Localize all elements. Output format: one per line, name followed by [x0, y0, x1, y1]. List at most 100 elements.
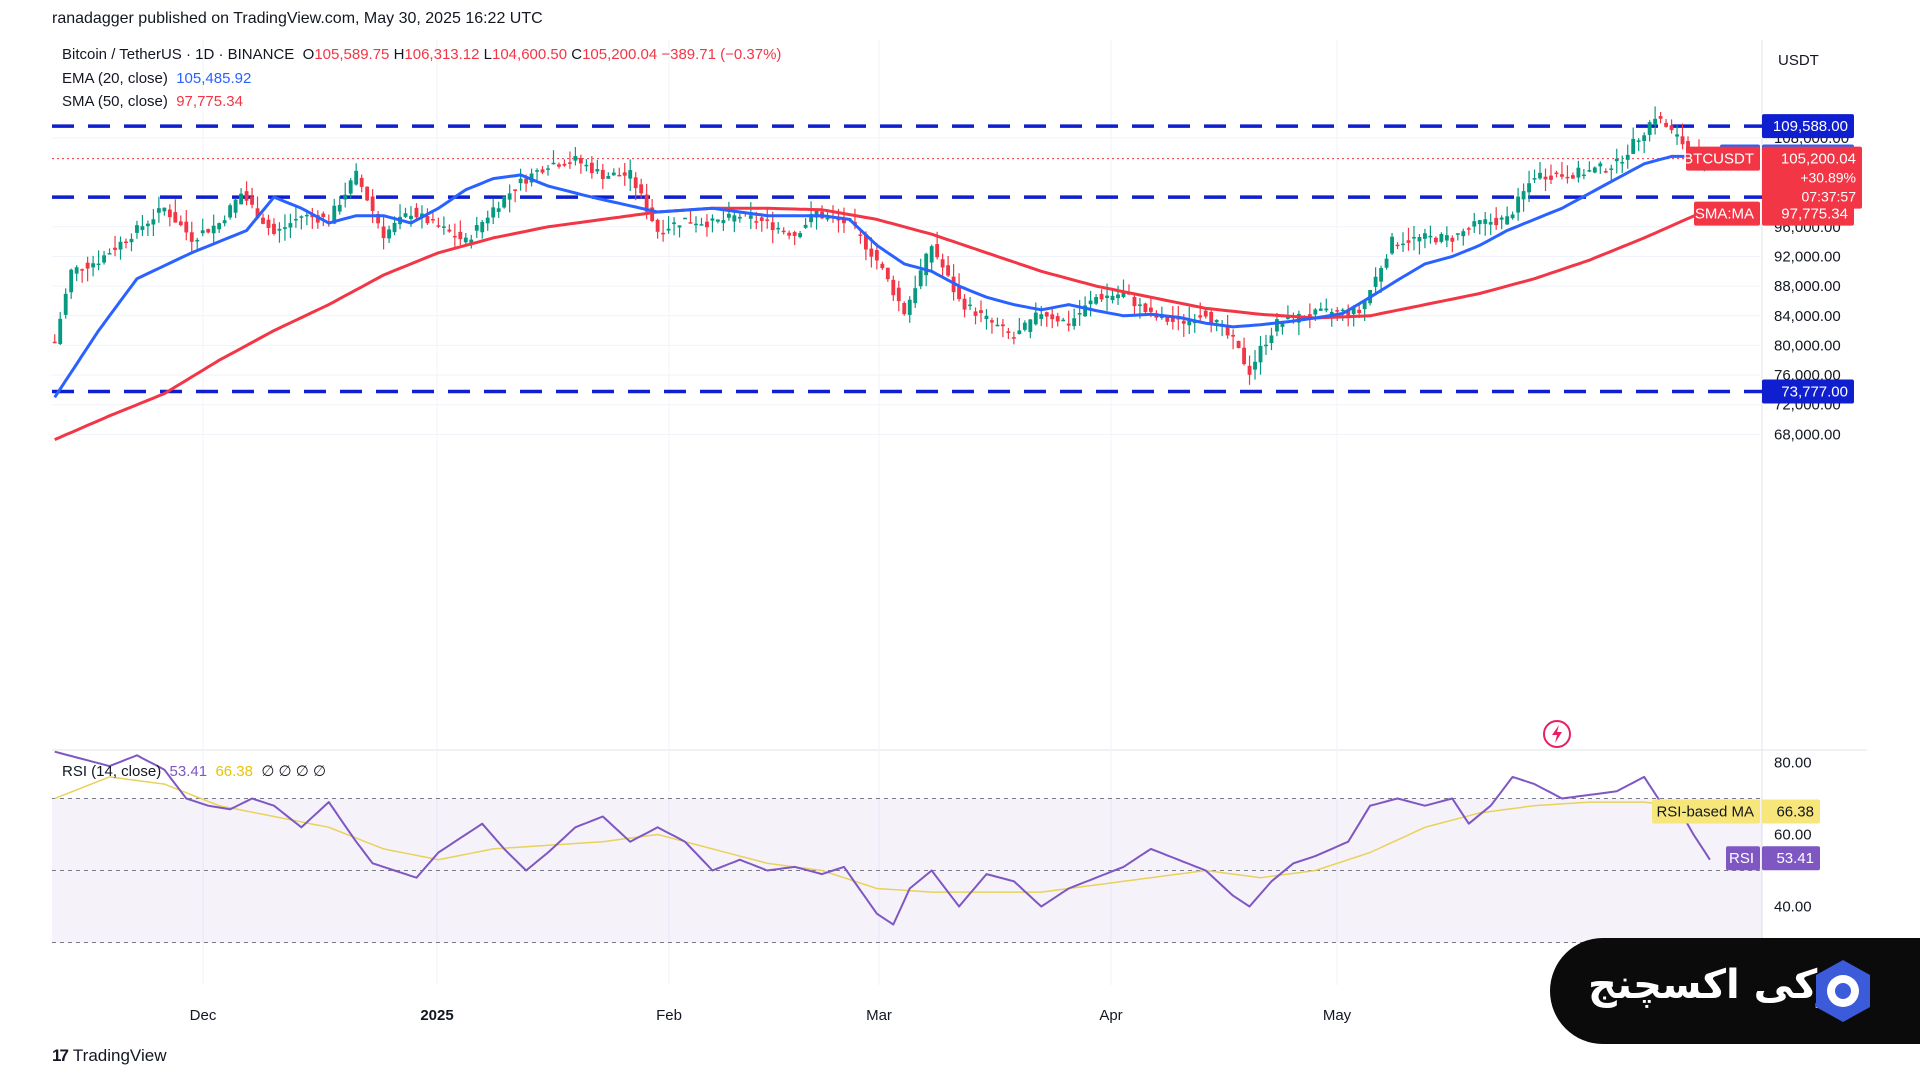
- time-axis: Dec 2025 Feb Mar Apr May: [190, 1007, 1352, 1024]
- candle-body: [1132, 297, 1137, 307]
- sma-legend[interactable]: SMA (50, close) 97,775.34: [62, 93, 243, 110]
- candle-body: [74, 267, 79, 274]
- candle-body: [546, 168, 550, 170]
- candle-body: [1247, 365, 1252, 375]
- candle-body: [710, 218, 715, 221]
- candle-body: [178, 221, 183, 226]
- candle-body: [1494, 217, 1499, 226]
- candle-body: [343, 194, 348, 200]
- rsi-legend[interactable]: RSI (14, close) 53.41 66.38 ∅ ∅ ∅ ∅: [62, 762, 326, 780]
- candle-body: [1510, 214, 1515, 219]
- candle-body: [891, 279, 896, 296]
- candle-body: [474, 225, 479, 231]
- candle-body: [217, 223, 222, 230]
- candle-body: [321, 213, 326, 218]
- candle-body: [1351, 307, 1356, 315]
- sma-price-label: 97,775.34: [1781, 206, 1848, 223]
- candle-body: [425, 216, 430, 224]
- candle-body: [58, 318, 63, 344]
- candle-body: [1554, 172, 1559, 175]
- sma-label: SMA (50, close): [62, 93, 168, 110]
- low-label: L: [483, 46, 492, 63]
- candle-body: [814, 210, 819, 218]
- candle-body: [1390, 236, 1394, 254]
- candle-body: [381, 226, 386, 239]
- candle-body: [935, 244, 940, 258]
- candle-body: [430, 219, 435, 221]
- candle-body: [173, 212, 178, 223]
- candle-body: [1335, 310, 1340, 312]
- candle-body: [946, 265, 951, 276]
- candle-body: [639, 184, 644, 194]
- time-tick-label: Dec: [190, 1007, 217, 1024]
- candle-body: [1675, 134, 1679, 137]
- candle-body: [661, 232, 666, 235]
- candle-body: [1214, 319, 1219, 323]
- rsi-tag: RSI: [1729, 850, 1754, 867]
- candle-body: [694, 223, 698, 226]
- candle-body: [250, 196, 254, 205]
- candle-body: [655, 219, 660, 232]
- candle-body: [1253, 361, 1257, 370]
- rsi-tag-bg: [1726, 846, 1760, 871]
- candle-body: [233, 199, 238, 213]
- candle-body: [1549, 175, 1553, 180]
- candle-body: [184, 221, 189, 233]
- candle-body: [1225, 326, 1230, 336]
- candle-body: [705, 221, 709, 228]
- candle-body: [683, 217, 687, 220]
- tradingview-logo[interactable]: 17 TradingView: [52, 1046, 166, 1066]
- ema-label: EMA (20, close): [62, 70, 168, 87]
- candle-body: [1395, 244, 1400, 247]
- candle-body: [1686, 141, 1690, 149]
- candle-body: [1505, 216, 1510, 225]
- candle-body: [359, 177, 364, 187]
- candle-body: [1055, 316, 1060, 322]
- candle-body: [754, 221, 759, 223]
- candle-body: [1280, 322, 1285, 327]
- candle-body: [578, 157, 583, 164]
- candle-body: [1669, 125, 1674, 131]
- flash-icon[interactable]: [1541, 718, 1573, 750]
- candle-body: [1357, 309, 1362, 314]
- candle-body: [611, 172, 616, 176]
- candle-body: [721, 220, 726, 224]
- candle-body: [990, 320, 994, 323]
- candle-body: [491, 207, 496, 218]
- candle-body: [1022, 322, 1027, 330]
- time-tick-label: Apr: [1099, 1007, 1122, 1024]
- candle-body: [524, 178, 529, 184]
- candle-body: [156, 208, 161, 213]
- candle-body: [1636, 140, 1641, 142]
- candle-body: [85, 262, 90, 269]
- ema-line: [53, 154, 1699, 399]
- candle-body: [1592, 167, 1597, 173]
- candle-body: [206, 229, 211, 233]
- candle-body: [809, 214, 814, 223]
- ema-legend[interactable]: EMA (20, close) 105,485.92: [62, 70, 251, 87]
- candle-body: [1324, 308, 1329, 311]
- candle-body: [1121, 292, 1126, 298]
- candle-body: [283, 227, 287, 229]
- candle-body: [1609, 168, 1614, 170]
- candle-body: [962, 298, 967, 310]
- sma-tag-bg: [1694, 201, 1760, 226]
- candle-body: [118, 241, 123, 250]
- candle-body: [666, 228, 671, 231]
- candle-body: [1148, 307, 1153, 312]
- candle-body: [1258, 345, 1263, 363]
- candle-body: [869, 248, 874, 257]
- candle-body: [458, 231, 463, 240]
- candle-body: [1587, 170, 1592, 172]
- watermark-text: اوکی اکسچنج: [1588, 962, 1856, 1008]
- candle-body: [162, 207, 167, 212]
- candle-body: [1061, 319, 1066, 322]
- time-tick-label: Mar: [866, 1007, 892, 1024]
- sma-line: [54, 206, 1700, 441]
- candle-body: [1455, 233, 1460, 235]
- currency-label: USDT: [1778, 52, 1819, 69]
- candle-body: [348, 180, 353, 194]
- candle-body: [266, 219, 271, 229]
- candle-body: [1346, 309, 1351, 316]
